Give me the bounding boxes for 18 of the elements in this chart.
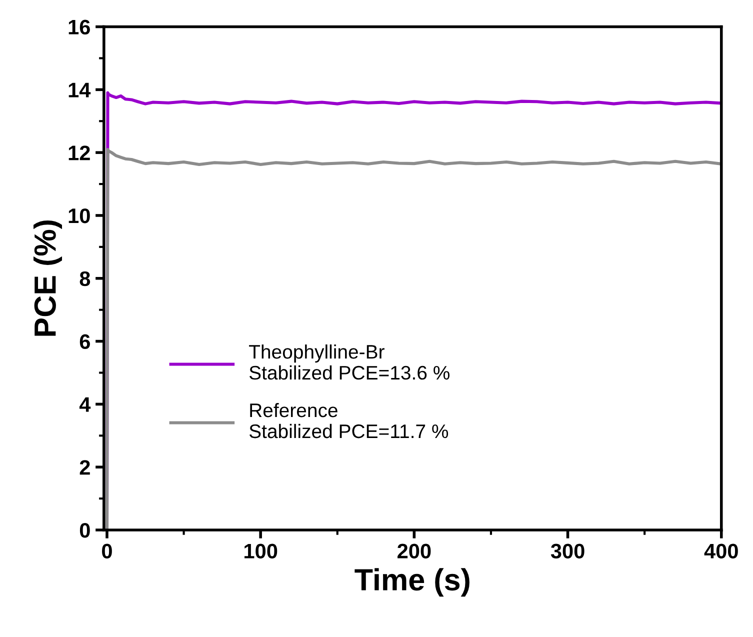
x-tick-label: 0 xyxy=(102,544,112,558)
x-tick-label: 400 xyxy=(704,544,738,558)
y-tick-label: 8 xyxy=(80,271,90,286)
y-tick-label: 4 xyxy=(79,397,91,412)
y-tick-label: 16 xyxy=(68,20,90,35)
y-tick-label: 2 xyxy=(80,460,90,475)
legend-label: Reference Stabilized PCE=11.7 % xyxy=(249,402,448,438)
y-axis-title: PCE (%) xyxy=(34,220,62,336)
x-axis-title: Time (s) xyxy=(354,568,470,597)
y-tick-label: 14 xyxy=(68,82,91,98)
legend-label: Theophylline-Br Stabilized PCE=13.6 % xyxy=(249,344,450,380)
y-tick-label: 12 xyxy=(68,146,90,160)
x-tick-label: 300 xyxy=(550,544,584,559)
x-tick-label: 100 xyxy=(244,544,278,558)
y-tick-label: 6 xyxy=(80,334,90,350)
y-tick-label: 0 xyxy=(80,522,90,538)
x-tick-label: 200 xyxy=(398,544,431,558)
y-tick-label: 10 xyxy=(68,208,90,224)
